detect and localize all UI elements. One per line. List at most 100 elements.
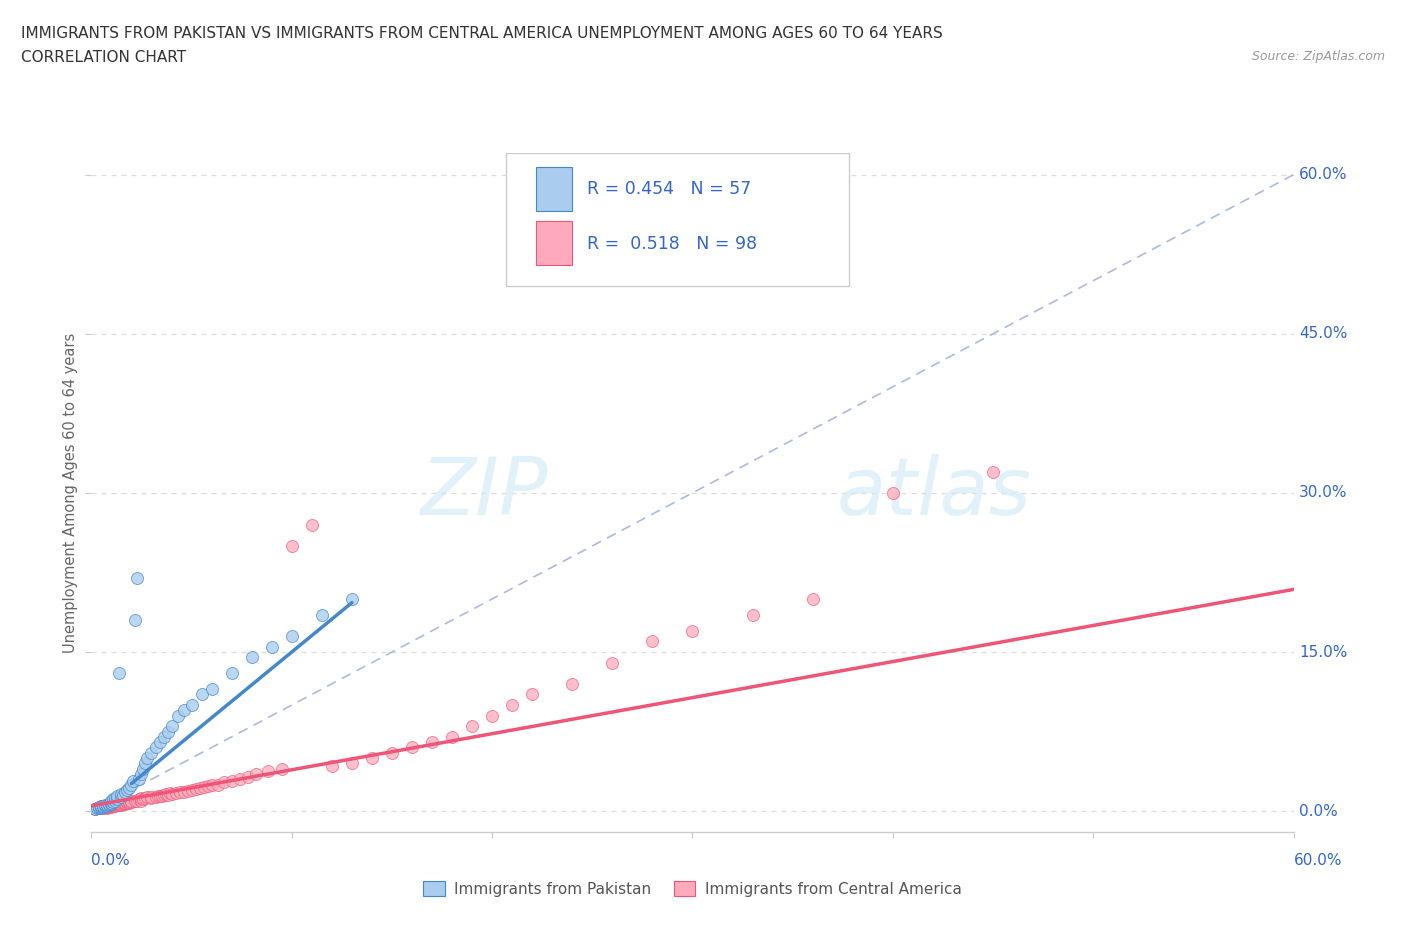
Point — [145, 790, 167, 804]
Point — [103, 794, 125, 809]
Point — [100, 796, 122, 811]
Point — [98, 796, 121, 811]
Point — [86, 801, 108, 816]
Point — [197, 778, 219, 793]
Point — [98, 797, 121, 812]
Point — [180, 782, 202, 797]
Point — [94, 798, 117, 813]
Point — [150, 789, 173, 804]
Point — [166, 709, 188, 724]
Point — [141, 745, 163, 760]
Point — [84, 802, 107, 817]
Point — [481, 709, 503, 724]
Point — [159, 786, 181, 801]
Point — [240, 650, 263, 665]
Point — [108, 796, 131, 811]
Text: 30.0%: 30.0% — [1299, 485, 1347, 500]
Point — [110, 790, 132, 804]
Point — [86, 801, 108, 816]
Point — [281, 629, 304, 644]
Point — [148, 789, 170, 804]
Point — [201, 777, 224, 792]
Text: atlas: atlas — [837, 454, 1032, 532]
Legend: Immigrants from Pakistan, Immigrants from Central America: Immigrants from Pakistan, Immigrants fro… — [418, 875, 967, 903]
FancyBboxPatch shape — [506, 153, 849, 286]
Point — [173, 703, 195, 718]
Point — [188, 780, 211, 795]
Point — [681, 623, 703, 638]
Text: 45.0%: 45.0% — [1299, 326, 1347, 341]
Point — [152, 729, 174, 744]
Point — [107, 797, 129, 812]
Point — [561, 676, 583, 691]
Point — [501, 698, 523, 712]
Point — [118, 780, 141, 795]
Point — [134, 756, 156, 771]
Point — [93, 800, 115, 815]
Point — [103, 798, 125, 813]
Point — [117, 794, 139, 809]
Point — [104, 796, 127, 811]
Point — [110, 797, 132, 812]
Point — [94, 798, 117, 813]
Point — [118, 795, 141, 810]
Point — [93, 800, 115, 815]
Text: CORRELATION CHART: CORRELATION CHART — [21, 50, 186, 65]
Point — [100, 800, 122, 815]
Point — [340, 756, 363, 771]
Point — [104, 793, 127, 808]
Point — [981, 464, 1004, 479]
Point — [236, 770, 259, 785]
Point — [121, 794, 143, 809]
Point — [176, 784, 198, 799]
Point — [100, 797, 122, 812]
Point — [98, 800, 121, 815]
Point — [96, 800, 118, 815]
Point — [522, 687, 544, 702]
Point — [180, 698, 202, 712]
Point — [96, 797, 118, 812]
Point — [93, 798, 115, 813]
Point — [160, 719, 183, 734]
Point — [100, 796, 122, 811]
Point — [110, 796, 132, 811]
Point — [145, 740, 167, 755]
Point — [107, 789, 129, 804]
Point — [245, 766, 267, 781]
Point — [118, 794, 141, 809]
Point — [124, 613, 146, 628]
Point — [122, 774, 145, 789]
Point — [155, 787, 177, 802]
Point — [90, 798, 112, 813]
Point — [228, 772, 250, 787]
Point — [207, 777, 229, 792]
Point — [801, 591, 824, 606]
Point — [381, 745, 404, 760]
Point — [112, 796, 135, 811]
Point — [132, 792, 155, 807]
Point — [124, 793, 146, 808]
Point — [311, 607, 333, 622]
Point — [169, 785, 191, 800]
Point — [90, 800, 112, 815]
Point — [108, 666, 131, 681]
Point — [94, 800, 117, 815]
Point — [173, 785, 195, 800]
Point — [281, 538, 304, 553]
Point — [96, 798, 118, 813]
Text: ZIP: ZIP — [420, 454, 548, 532]
Point — [103, 797, 125, 812]
Point — [184, 781, 207, 796]
Point — [156, 724, 179, 739]
Point — [221, 774, 243, 789]
Point — [100, 793, 122, 808]
Point — [190, 687, 212, 702]
Point — [108, 797, 131, 812]
Point — [93, 801, 115, 816]
Point — [165, 786, 187, 801]
Point — [117, 782, 139, 797]
Point — [136, 751, 159, 765]
Point — [89, 800, 111, 815]
Point — [420, 735, 443, 750]
Point — [84, 802, 107, 817]
